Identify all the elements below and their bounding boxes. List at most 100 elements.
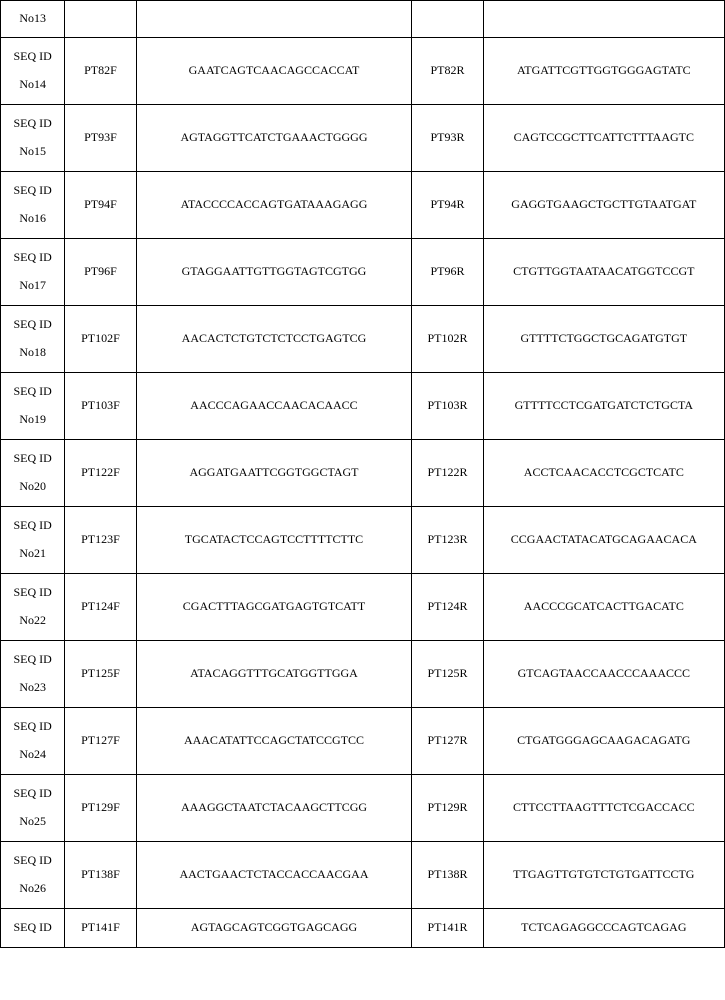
reverse-sequence-cell: CAGTCCGCTTCATTCTTTAAGTC bbox=[483, 104, 724, 171]
seq-id-number: No24 bbox=[3, 741, 62, 769]
forward-primer-cell: PT127F bbox=[65, 707, 136, 774]
seq-id-number: No13 bbox=[3, 5, 62, 33]
seq-id-label: SEQ ID bbox=[3, 914, 62, 942]
seq-id-label: SEQ ID bbox=[3, 579, 62, 607]
table-row: SEQ IDNo21PT123FTGCATACTCCAGTCCTTTTCTTCP… bbox=[1, 506, 725, 573]
reverse-primer-cell: PT141R bbox=[412, 908, 483, 947]
seq-id-cell: SEQ IDNo16 bbox=[1, 171, 65, 238]
seq-id-label: SEQ ID bbox=[3, 43, 62, 71]
seq-id-label: SEQ ID bbox=[3, 713, 62, 741]
seq-id-number: No18 bbox=[3, 339, 62, 367]
reverse-sequence-cell: GTCAGTAACCAACCCAAACCC bbox=[483, 640, 724, 707]
seq-id-number: No21 bbox=[3, 540, 62, 568]
forward-primer-cell: PT129F bbox=[65, 774, 136, 841]
seq-id-number: No17 bbox=[3, 272, 62, 300]
forward-sequence-cell: TGCATACTCCAGTCCTTTTCTTC bbox=[136, 506, 412, 573]
reverse-primer-cell: PT96R bbox=[412, 238, 483, 305]
reverse-primer-cell: PT94R bbox=[412, 171, 483, 238]
page: No13SEQ IDNo14PT82FGAATCAGTCAACAGCCACCAT… bbox=[0, 0, 725, 948]
reverse-sequence-cell: GAGGTGAAGCTGCTTGTAATGAT bbox=[483, 171, 724, 238]
table-row: SEQ IDNo15PT93FAGTAGGTTCATCTGAAACTGGGGPT… bbox=[1, 104, 725, 171]
seq-id-cell: SEQ IDNo23 bbox=[1, 640, 65, 707]
seq-id-label: SEQ ID bbox=[3, 244, 62, 272]
reverse-primer-cell: PT127R bbox=[412, 707, 483, 774]
reverse-primer-cell: PT103R bbox=[412, 372, 483, 439]
seq-id-cell: SEQ IDNo15 bbox=[1, 104, 65, 171]
reverse-primer-cell: PT124R bbox=[412, 573, 483, 640]
forward-sequence-cell: AAACATATTCCAGCTATCCGTCC bbox=[136, 707, 412, 774]
seq-id-label: SEQ ID bbox=[3, 847, 62, 875]
forward-sequence-cell: AACCCAGAACCAACACAACC bbox=[136, 372, 412, 439]
reverse-primer-cell: PT138R bbox=[412, 841, 483, 908]
seq-id-cell: SEQ IDNo25 bbox=[1, 774, 65, 841]
reverse-primer-cell: PT102R bbox=[412, 305, 483, 372]
seq-id-cell: SEQ IDNo14 bbox=[1, 37, 65, 104]
forward-sequence-cell: GAATCAGTCAACAGCCACCAT bbox=[136, 37, 412, 104]
forward-primer-cell: PT93F bbox=[65, 104, 136, 171]
forward-sequence-cell: AGTAGCAGTCGGTGAGCAGG bbox=[136, 908, 412, 947]
table-row: SEQ IDNo20PT122FAGGATGAATTCGGTGGCTAGTPT1… bbox=[1, 439, 725, 506]
forward-sequence-cell: AGTAGGTTCATCTGAAACTGGGG bbox=[136, 104, 412, 171]
table-row: SEQ IDNo22PT124FCGACTTTAGCGATGAGTGTCATTP… bbox=[1, 573, 725, 640]
table-row: SEQ IDPT141FAGTAGCAGTCGGTGAGCAGGPT141RTC… bbox=[1, 908, 725, 947]
forward-primer-cell: PT94F bbox=[65, 171, 136, 238]
forward-primer-cell: PT141F bbox=[65, 908, 136, 947]
reverse-primer-cell: PT123R bbox=[412, 506, 483, 573]
forward-primer-cell: PT82F bbox=[65, 37, 136, 104]
table-row: SEQ IDNo23PT125FATACAGGTTTGCATGGTTGGAPT1… bbox=[1, 640, 725, 707]
reverse-sequence-cell: ACCTCAACACCTCGCTCATC bbox=[483, 439, 724, 506]
forward-primer-cell bbox=[65, 1, 136, 38]
reverse-sequence-cell: TTGAGTTGTGTCTGTGATTCCTG bbox=[483, 841, 724, 908]
table-row: SEQ IDNo24PT127FAAACATATTCCAGCTATCCGTCCP… bbox=[1, 707, 725, 774]
seq-id-label: SEQ ID bbox=[3, 780, 62, 808]
seq-id-number: No14 bbox=[3, 71, 62, 99]
reverse-sequence-cell bbox=[483, 1, 724, 38]
seq-id-cell: No13 bbox=[1, 1, 65, 38]
forward-primer-cell: PT124F bbox=[65, 573, 136, 640]
reverse-primer-cell: PT122R bbox=[412, 439, 483, 506]
reverse-primer-cell: PT82R bbox=[412, 37, 483, 104]
seq-id-cell: SEQ IDNo19 bbox=[1, 372, 65, 439]
forward-primer-cell: PT103F bbox=[65, 372, 136, 439]
forward-sequence-cell bbox=[136, 1, 412, 38]
seq-id-label: SEQ ID bbox=[3, 110, 62, 138]
forward-primer-cell: PT102F bbox=[65, 305, 136, 372]
seq-id-cell: SEQ IDNo22 bbox=[1, 573, 65, 640]
seq-id-label: SEQ ID bbox=[3, 311, 62, 339]
seq-id-label: SEQ ID bbox=[3, 177, 62, 205]
forward-primer-cell: PT125F bbox=[65, 640, 136, 707]
forward-sequence-cell: ATACAGGTTTGCATGGTTGGA bbox=[136, 640, 412, 707]
primer-table: No13SEQ IDNo14PT82FGAATCAGTCAACAGCCACCAT… bbox=[0, 0, 725, 948]
reverse-sequence-cell: CCGAACTATACATGCAGAACACA bbox=[483, 506, 724, 573]
seq-id-cell: SEQ IDNo24 bbox=[1, 707, 65, 774]
forward-sequence-cell: AACTGAACTCTACCACCAACGAA bbox=[136, 841, 412, 908]
reverse-sequence-cell: TCTCAGAGGCCCAGTCAGAG bbox=[483, 908, 724, 947]
reverse-primer-cell: PT129R bbox=[412, 774, 483, 841]
reverse-primer-cell bbox=[412, 1, 483, 38]
seq-id-cell: SEQ IDNo26 bbox=[1, 841, 65, 908]
reverse-sequence-cell: CTGTTGGTAATAACATGGTCCGT bbox=[483, 238, 724, 305]
table-row: SEQ IDNo18PT102FAACACTCTGTCTCTCCTGAGTCGP… bbox=[1, 305, 725, 372]
forward-primer-cell: PT122F bbox=[65, 439, 136, 506]
seq-id-cell: SEQ IDNo21 bbox=[1, 506, 65, 573]
reverse-primer-cell: PT93R bbox=[412, 104, 483, 171]
forward-primer-cell: PT138F bbox=[65, 841, 136, 908]
seq-id-number: No20 bbox=[3, 473, 62, 501]
seq-id-label: SEQ ID bbox=[3, 445, 62, 473]
reverse-primer-cell: PT125R bbox=[412, 640, 483, 707]
seq-id-label: SEQ ID bbox=[3, 512, 62, 540]
seq-id-cell: SEQ IDNo17 bbox=[1, 238, 65, 305]
forward-primer-cell: PT123F bbox=[65, 506, 136, 573]
reverse-sequence-cell: GTTTTCCTCGATGATCTCTGCTA bbox=[483, 372, 724, 439]
reverse-sequence-cell: AACCCGCATCACTTGACATC bbox=[483, 573, 724, 640]
seq-id-label: SEQ ID bbox=[3, 378, 62, 406]
reverse-sequence-cell: CTGATGGGAGCAAGACAGATG bbox=[483, 707, 724, 774]
seq-id-number: No26 bbox=[3, 875, 62, 903]
seq-id-number: No23 bbox=[3, 674, 62, 702]
forward-primer-cell: PT96F bbox=[65, 238, 136, 305]
primer-table-body: No13SEQ IDNo14PT82FGAATCAGTCAACAGCCACCAT… bbox=[1, 1, 725, 948]
seq-id-cell: SEQ IDNo20 bbox=[1, 439, 65, 506]
seq-id-label: SEQ ID bbox=[3, 646, 62, 674]
reverse-sequence-cell: CTTCCTTAAGTTTCTCGACCACC bbox=[483, 774, 724, 841]
seq-id-number: No16 bbox=[3, 205, 62, 233]
